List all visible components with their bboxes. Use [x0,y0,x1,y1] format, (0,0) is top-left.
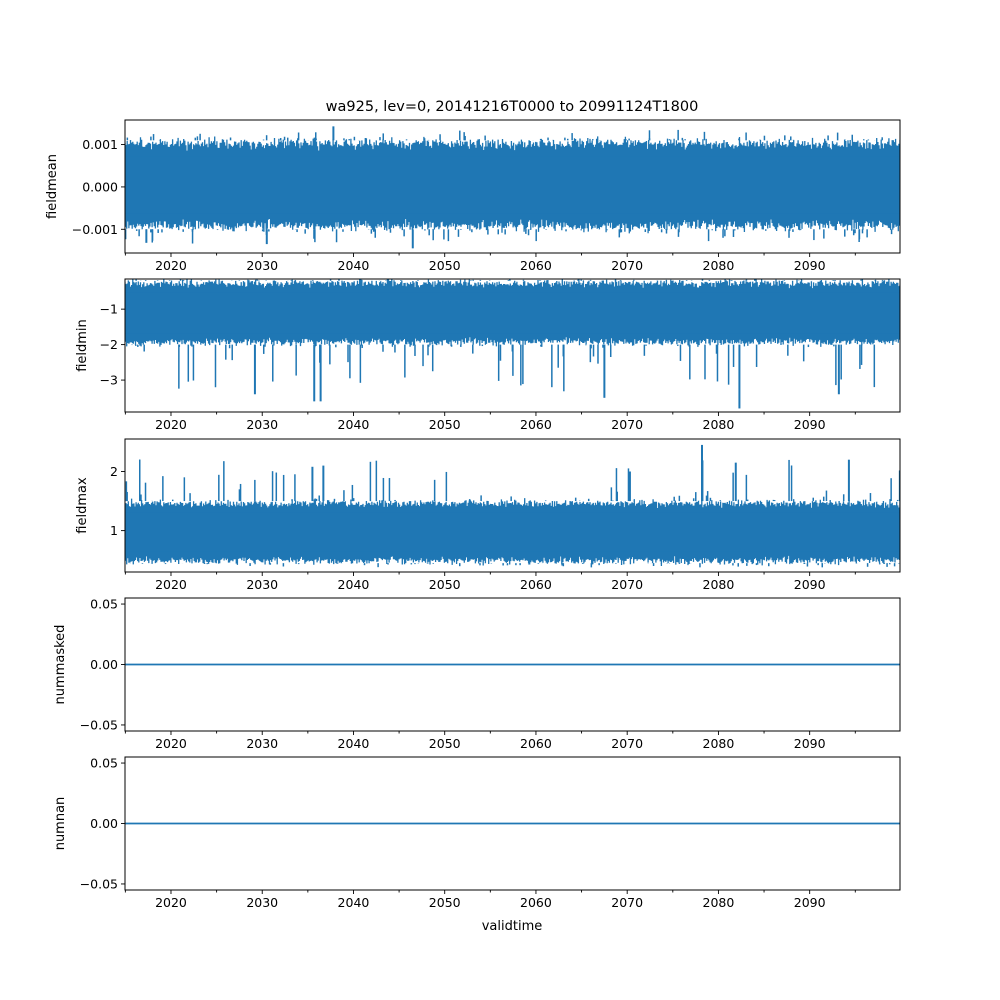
x-tick-label: 2080 [703,577,735,592]
x-tick-label: 2080 [703,895,735,910]
x-tick-label: 2070 [611,417,643,432]
y-tick-label: 1 [110,523,118,538]
panel-fieldmin: 2020 2030 2040 2050 2060 2070 2080 2090 −1 −2 −3 fi… [75,278,901,432]
x-tick-label: 2080 [703,417,735,432]
x-tick-label: 2050 [429,417,461,432]
x-tick-label: 2020 [155,736,187,751]
x-tick-label: 2050 [429,736,461,751]
x-tick-label: 2060 [520,895,552,910]
x-axis-fieldmin: 2020 2030 2040 2050 2060 2070 2080 2090 [124,412,856,432]
y-axis-numnan: 0.05 0.00 −0.05 [80,756,125,891]
x-tick-label: 2030 [246,577,278,592]
series-band-fieldmin [125,292,900,334]
x-tick-label: 2070 [611,577,643,592]
y-axis-label: fieldmean [45,154,60,219]
x-tick-label: 2060 [520,417,552,432]
x-axis-label: validtime [482,919,543,934]
series-fieldmean [125,126,900,249]
x-tick-label: 2040 [338,736,370,751]
x-tick-label: 2030 [246,417,278,432]
y-tick-label: −0.001 [72,222,118,237]
panel-numnan: 2020 2030 2040 2050 2060 2070 2080 2090 0.05 0.00… [53,756,901,910]
panel-fieldmax: 2020 2030 2040 2050 2060 2070 2080 209021fieldm… [75,438,901,592]
series-fieldmin [125,279,900,409]
x-tick-label: 2040 [338,258,370,273]
panel-fieldmean: 2020 2030 2040 2050 2060 2070 2080 20900.0010.0… [45,119,901,273]
y-axis-label: fieldmin [75,319,90,372]
y-tick-label: 0.05 [90,756,118,771]
x-tick-label: 2020 [155,417,187,432]
x-tick-label: 2040 [338,417,370,432]
y-tick-label: −1 [100,302,118,317]
y-tick-label: −3 [100,373,118,388]
x-tick-label: 2020 [155,577,187,592]
x-tick-label: 2050 [429,895,461,910]
panel-nummasked: 2020 2030 2040 2050 2060 2070 2080 2090 0.05 0.00… [53,597,901,751]
x-tick-label: 2060 [520,258,552,273]
figure-title: wa925, lev=0, 20141216T0000 to 20991124T… [326,99,699,115]
y-axis-fieldmean: 0.001 0.000 −0.001 [72,137,125,237]
x-tick-label: 2050 [429,258,461,273]
series-fieldmax [125,444,900,568]
x-tick-label: 2030 [246,736,278,751]
y-tick-label: 2 [110,464,118,479]
x-tick-label: 2040 [338,895,370,910]
x-tick-label: 2090 [794,258,826,273]
y-tick-label: 0.00 [90,816,118,831]
x-tick-label: 2090 [794,417,826,432]
y-tick-label: 0.05 [90,597,118,612]
y-axis-fieldmax: 21 [110,464,125,538]
y-tick-label: −0.05 [80,717,118,732]
x-axis-fieldmean: 2020 2030 2040 2050 2060 2070 2080 2090 [124,253,856,273]
y-axis-label: numnan [53,797,68,851]
x-tick-label: 2090 [794,736,826,751]
y-tick-label: 0.00 [90,657,118,672]
x-tick-label: 2090 [794,577,826,592]
x-axis-fieldmax: 2020 2030 2040 2050 2060 2070 2080 2090 [124,572,856,592]
y-axis-label: fieldmax [75,477,90,534]
x-axis-nummasked: 2020 2030 2040 2050 2060 2070 2080 2090 [124,731,856,751]
series-band-fieldmax [125,512,900,552]
series-band-fieldmean [125,156,900,214]
x-tick-label: 2020 [155,258,187,273]
axes-frame [124,438,901,573]
x-tick-label: 2070 [611,736,643,751]
y-axis-fieldmin: −1 −2 −3 [100,302,125,388]
x-tick-label: 2030 [246,895,278,910]
x-axis-numnan: 2020 2030 2040 2050 2060 2070 2080 2090 [124,890,856,910]
subplots: 2020 2030 2040 2050 2060 2070 2080 20900.0010.0… [45,119,901,910]
x-tick-label: 2070 [611,258,643,273]
x-tick-label: 2080 [703,258,735,273]
x-tick-label: 2030 [246,258,278,273]
x-tick-label: 2060 [520,577,552,592]
x-tick-label: 2060 [520,736,552,751]
x-tick-label: 2080 [703,736,735,751]
y-tick-label: −0.05 [80,876,118,891]
y-tick-label: −2 [100,337,118,352]
x-tick-label: 2090 [794,895,826,910]
x-tick-label: 2050 [429,577,461,592]
x-tick-label: 2020 [155,895,187,910]
y-axis-nummasked: 0.05 0.00 −0.05 [80,597,125,732]
y-tick-label: 0.001 [82,137,118,152]
y-tick-label: 0.000 [82,179,118,194]
x-tick-label: 2040 [338,577,370,592]
x-tick-label: 2070 [611,895,643,910]
y-axis-label: nummasked [53,625,68,705]
axes-frame [124,278,901,413]
